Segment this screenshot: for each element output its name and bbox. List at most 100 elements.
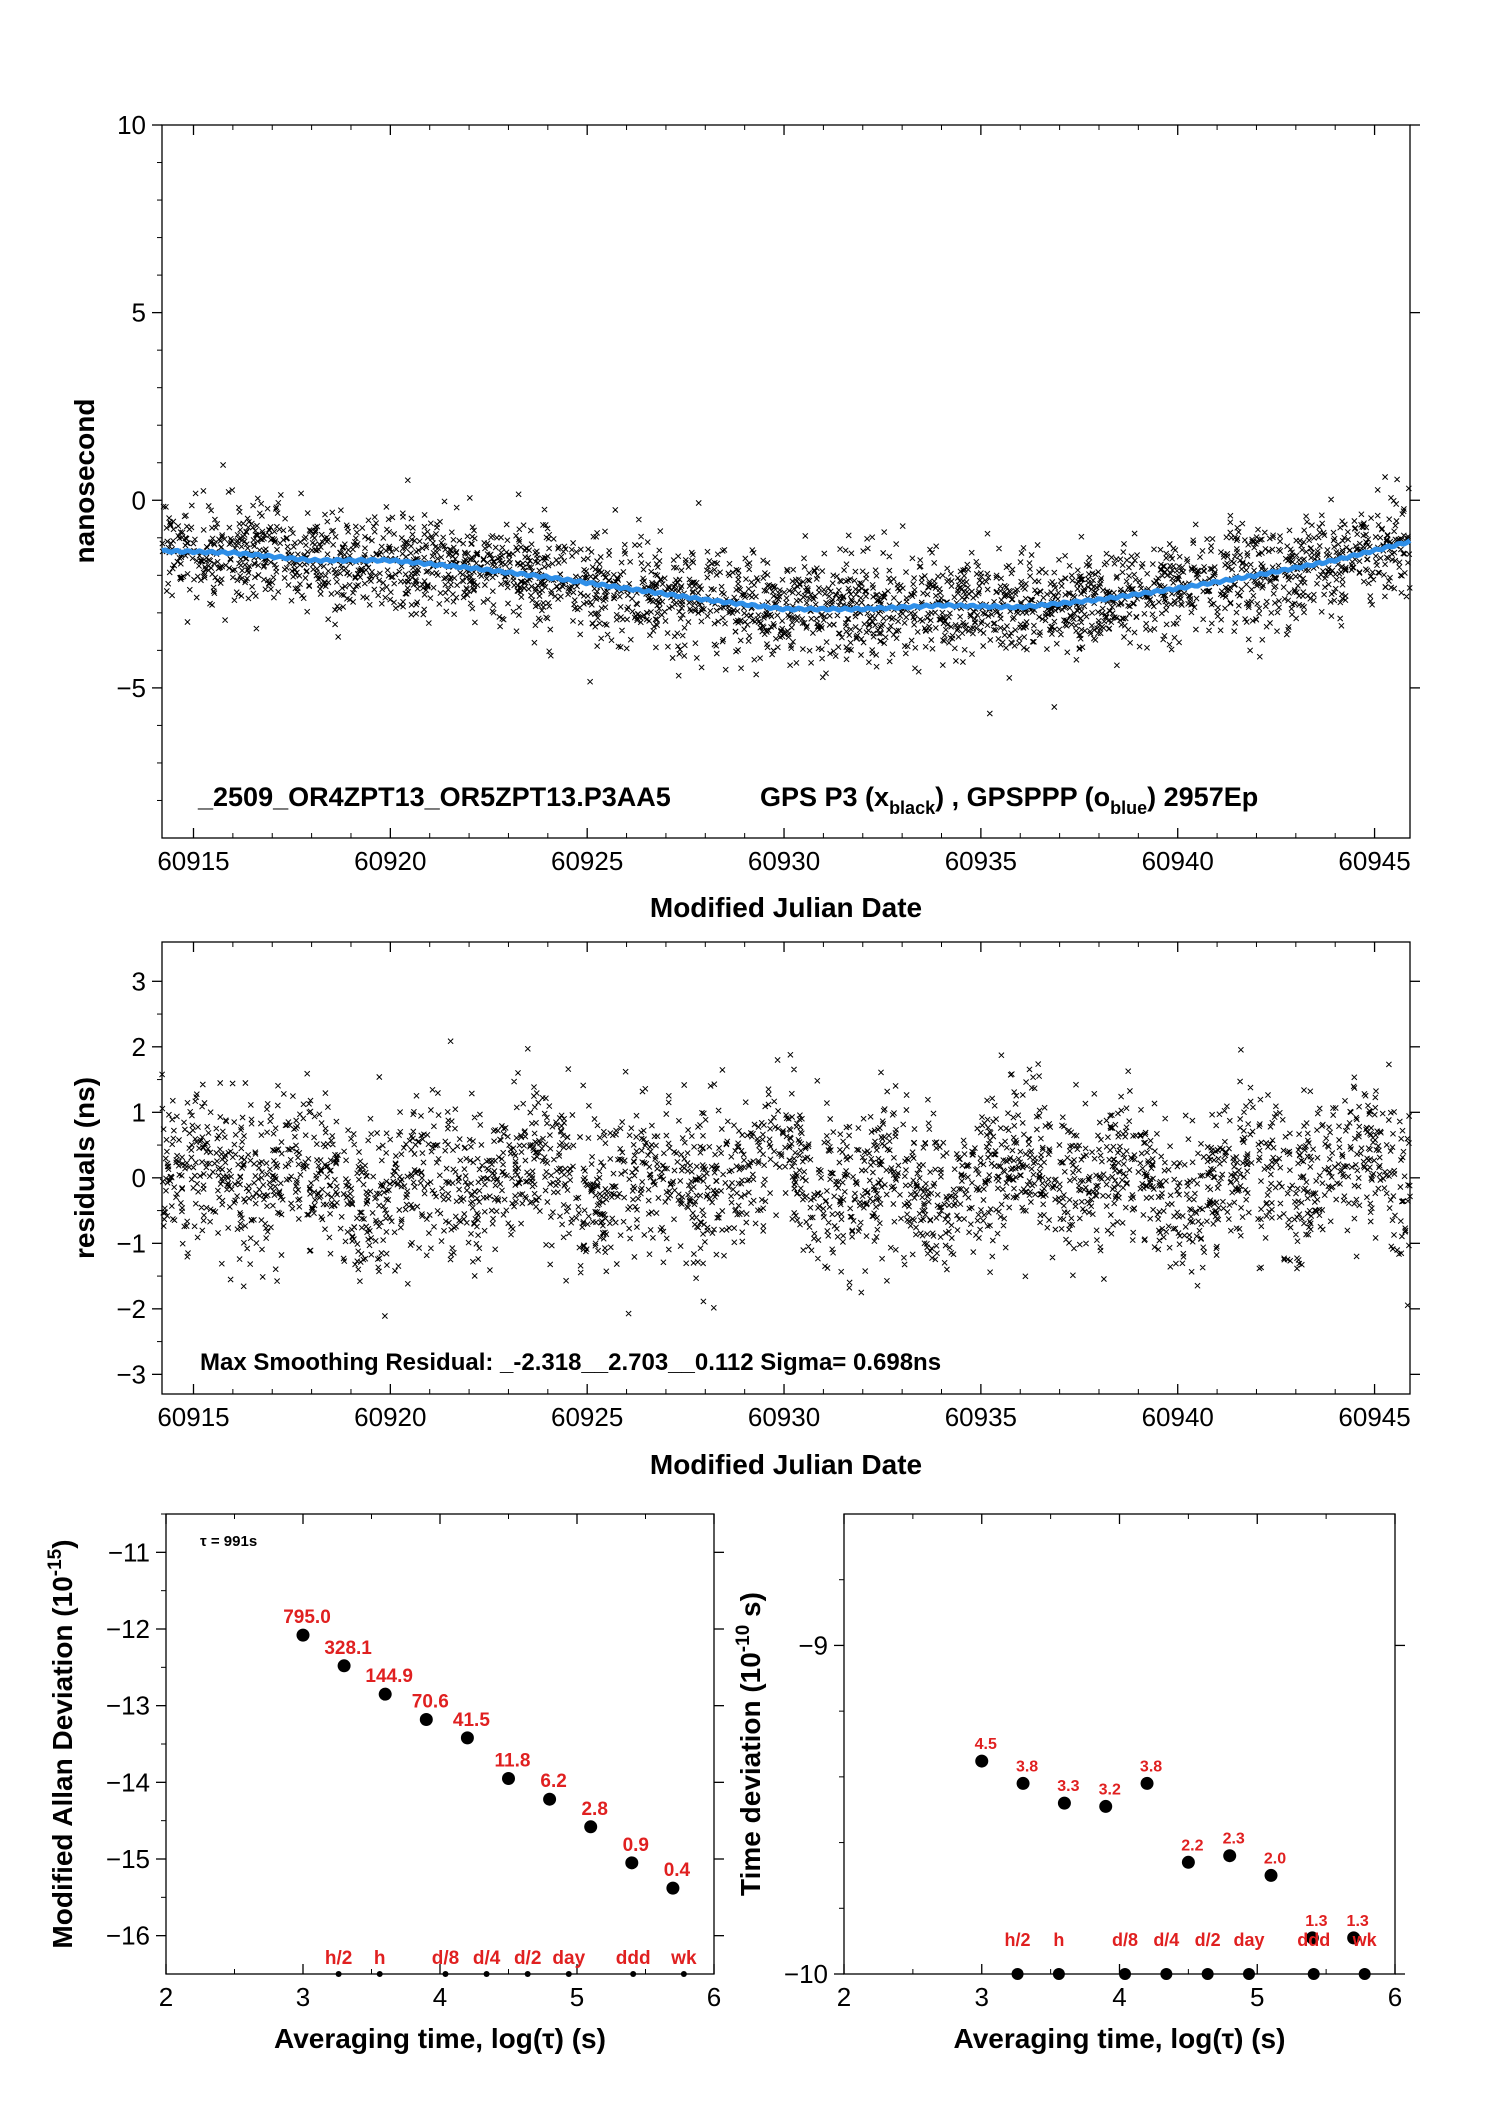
2-ytick-label: −15 <box>106 1844 150 1874</box>
tdev-point-label: 2.3 <box>1223 1831 1245 1848</box>
mdev-ylabel: Modified Allan Deviation (10-15) <box>45 1539 78 1948</box>
1-xtick-label: 60935 <box>945 1402 1017 1432</box>
mdev-marker-dot <box>483 1971 490 1977</box>
3-xtick-label: 3 <box>975 1982 989 2012</box>
tdev-point-label: 4.5 <box>975 1736 997 1753</box>
0-xtick-label: 60940 <box>1142 846 1214 876</box>
1-ytick-label: 2 <box>132 1032 146 1062</box>
tdev-frame <box>843 1513 1396 1975</box>
tdev-ylabel-main: Time deviation (10 <box>735 1652 766 1896</box>
2-ytick-label: −11 <box>108 1537 150 1567</box>
tdev-point <box>1223 1849 1237 1863</box>
tdev-marker-dot <box>1201 1968 1214 1980</box>
tdev-point-label: 3.8 <box>1140 1758 1162 1775</box>
mdev-marker-dot <box>335 1971 342 1977</box>
mdev-ylabel-end: ) <box>47 1539 78 1548</box>
tdev-xlabel: Averaging time, log(τ) (s) <box>954 2023 1286 2054</box>
tdev-ylabel: Time deviation (10-10 s) <box>733 1592 766 1896</box>
mdev-point <box>543 1792 557 1806</box>
mdev-marker-dot <box>524 1971 531 1977</box>
tdev-point-label: 3.2 <box>1099 1781 1121 1798</box>
residuals-x-markers <box>159 1038 1413 1319</box>
1-ytick-label: −2 <box>116 1294 146 1324</box>
phase-annotation-part: ) , GPSPPP (o <box>935 782 1110 812</box>
mdev-point <box>296 1628 310 1642</box>
1-ytick-label: 0 <box>132 1163 146 1193</box>
mdev-point <box>337 1659 351 1673</box>
tdev-marker-dot <box>1307 1968 1320 1980</box>
residuals-ylabel: residuals (ns) <box>69 1077 100 1259</box>
3-xtick-label: 6 <box>1388 1982 1402 2012</box>
phase-annotation-part: blue <box>1110 798 1147 818</box>
1-ytick-label: 1 <box>132 1097 146 1127</box>
1-ytick-label: −1 <box>116 1228 146 1258</box>
0-xtick-label: 60925 <box>551 846 623 876</box>
residuals-frame <box>161 941 1411 1395</box>
tdev-marker-dot <box>1358 1968 1371 1980</box>
0-ytick-label: −5 <box>116 673 146 703</box>
tdev-point-label: 3.3 <box>1057 1778 1079 1795</box>
tdev-point-label: 3.8 <box>1016 1758 1038 1775</box>
mdev-point <box>502 1772 515 1785</box>
mdev-marker-label: h/2 <box>325 1948 352 1969</box>
phase-plot: 60915 60920 60925 60930 60935 60940 60945 −5 0 5 1… <box>69 110 1420 923</box>
residuals-plot: 60915 60920 60925 60930 60935 60940 60945 −3 −2 −… <box>69 941 1420 1480</box>
tdev-point <box>1181 1855 1195 1869</box>
2-xtick-label: 5 <box>570 1982 584 2012</box>
0-ytick-label: 0 <box>132 485 146 515</box>
mdev-marker-label: wk <box>670 1948 697 1969</box>
phase-annotation-part: ) 2957Ep <box>1147 782 1258 812</box>
mdev-marker-label: d/2 <box>514 1948 541 1969</box>
mdev-marker-dot <box>680 1971 687 1977</box>
tdev-marker-dot <box>1242 1968 1255 1980</box>
phase-annotation-file: _2509_OR4ZPT13_OR5ZPT13.P3AA5 <box>197 782 671 812</box>
2-ytick-label: −12 <box>106 1614 150 1644</box>
mdev-point-label: 328.1 <box>324 1638 372 1659</box>
mdev-point-label: 6.2 <box>540 1771 566 1792</box>
tdev-marker-label: d/8 <box>1112 1930 1138 1950</box>
tdev-marker-label: day <box>1233 1930 1264 1950</box>
mdev-point-label: 0.4 <box>664 1860 691 1881</box>
1-xtick-label: 60940 <box>1142 1402 1214 1432</box>
tdev-point <box>1016 1776 1030 1790</box>
phase-annotation-part: black <box>889 798 936 818</box>
mdev-point <box>584 1820 598 1834</box>
tdev-marker-dot <box>1052 1968 1065 1980</box>
tdev-ylabel-end: s) <box>735 1592 766 1625</box>
0-xtick-label: 60935 <box>945 846 1017 876</box>
mdev-marker-dot <box>630 1971 637 1977</box>
mdev-ylabel-main: Modified Allan Deviation (10 <box>47 1576 78 1948</box>
3-xtick-label: 2 <box>837 1982 851 2012</box>
tdev-point <box>1264 1868 1278 1882</box>
mdev-marker-label: d/8 <box>432 1948 459 1969</box>
tdev-marker-label: h <box>1053 1930 1064 1950</box>
1-ytick-label: 3 <box>132 966 146 996</box>
phase-x-markers <box>159 462 1413 717</box>
phase-ylabel: nanosecond <box>69 399 100 564</box>
2-xtick-label: 6 <box>707 1982 721 2012</box>
mdev-marker-label: day <box>552 1948 585 1969</box>
mdev-marker-dot <box>376 1971 383 1977</box>
tdev-marker-dot <box>1119 1968 1132 1980</box>
0-ytick-label: 10 <box>117 110 146 140</box>
tdev-marker-dot <box>1160 1968 1173 1980</box>
0-xtick-label: 60945 <box>1338 846 1410 876</box>
mdev-plot: 2 3 4 5 6 −11 −12 −13 −14 −15 −16 795.0 328.1 144.9 70… <box>45 1513 724 2054</box>
tdev-point-label: 2.0 <box>1264 1850 1286 1867</box>
tdev-marker-label: wk <box>1352 1930 1378 1950</box>
tdev-ylabel-sup: -10 <box>733 1625 754 1652</box>
mdev-point-label: 2.8 <box>581 1799 607 1820</box>
phase-annotation-series: GPS P3 (xblack) , GPSPPP (oblue) 2957Ep <box>760 782 1258 818</box>
2-ytick-label: −16 <box>106 1921 150 1951</box>
mdev-xlabel: Averaging time, log(τ) (s) <box>274 2023 606 2054</box>
tdev-point <box>1140 1776 1154 1790</box>
mdev-point <box>666 1881 680 1895</box>
phase-frame <box>161 124 1411 839</box>
0-xtick-label: 60915 <box>157 846 229 876</box>
2-ytick-label: −13 <box>106 1691 150 1721</box>
1-xtick-label: 60930 <box>748 1402 820 1432</box>
mdev-tau-label: τ = 991s <box>200 1533 257 1550</box>
0-xtick-label: 60930 <box>748 846 820 876</box>
tdev-point-label: 1.3 <box>1347 1913 1369 1930</box>
2-xtick-label: 4 <box>433 1982 447 2012</box>
